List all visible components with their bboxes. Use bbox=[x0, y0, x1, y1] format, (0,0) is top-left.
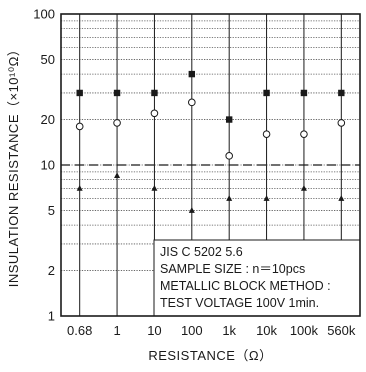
y-tick-label: 100 bbox=[33, 7, 55, 22]
y-tick-label: 5 bbox=[48, 203, 55, 218]
annotation-line-1: JIS C 5202 5.6 bbox=[160, 245, 243, 259]
square-marker bbox=[151, 89, 158, 97]
circle-marker bbox=[262, 130, 271, 138]
circle-marker bbox=[188, 98, 196, 107]
annotation: JIS C 5202 5.6 SAMPLE SIZE : n＝10pcs MET… bbox=[160, 245, 331, 310]
square-marker bbox=[263, 89, 270, 97]
x-tick-label: 560k bbox=[327, 323, 356, 338]
triangle-marker bbox=[263, 195, 270, 201]
y-tick-label: 20 bbox=[41, 112, 55, 127]
x-axis-label: RESISTANCE（Ω） bbox=[148, 348, 272, 363]
triangle-marker bbox=[76, 184, 83, 191]
triangle-marker bbox=[151, 184, 158, 191]
circle-marker bbox=[75, 122, 84, 131]
y-tick-label: 2 bbox=[48, 263, 55, 278]
triangle-marker bbox=[188, 207, 195, 213]
square-marker bbox=[113, 89, 121, 97]
square-marker bbox=[76, 89, 83, 97]
data-markers bbox=[75, 70, 346, 213]
plot-frame bbox=[60, 13, 361, 317]
circle-marker bbox=[300, 130, 308, 138]
annotation-line-3: METALLIC BLOCK METHOD : bbox=[160, 279, 331, 293]
circle-marker bbox=[113, 119, 121, 127]
circle-marker bbox=[150, 109, 159, 118]
y-axis-label: INSULATION RESISTANCE（×10¹⁰Ω） bbox=[6, 43, 21, 288]
x-tick-label: 0.68 bbox=[67, 323, 92, 338]
square-marker bbox=[300, 89, 308, 97]
x-tick-label: 1k bbox=[222, 323, 236, 338]
x-tick-label: 100 bbox=[181, 323, 203, 338]
triangle-marker bbox=[226, 195, 233, 201]
y-tick-labels: 1 2 5 10 20 50 100 bbox=[33, 7, 55, 324]
annotation-box bbox=[153, 239, 361, 317]
x-tick-labels: 0.68 1 10 100 1k 10k 100k 560k bbox=[67, 323, 356, 338]
annotation-line-2: SAMPLE SIZE : n＝10pcs bbox=[160, 262, 305, 276]
triangle-marker bbox=[300, 184, 307, 191]
x-tick-label: 10 bbox=[147, 323, 161, 338]
y-tick-label: 50 bbox=[41, 52, 55, 67]
grid bbox=[61, 20, 360, 271]
circle-marker bbox=[225, 152, 233, 160]
y-tick-label: 1 bbox=[48, 309, 55, 324]
square-marker bbox=[188, 70, 196, 78]
y-tick-label: 10 bbox=[41, 158, 55, 173]
square-marker bbox=[225, 116, 233, 123]
x-tick-label: 10k bbox=[256, 323, 277, 338]
triangle-marker bbox=[114, 172, 121, 179]
square-marker bbox=[338, 89, 345, 97]
triangle-marker bbox=[338, 195, 345, 201]
annotation-line-4: TEST VOLTAGE 100V 1min. bbox=[160, 296, 319, 310]
x-tick-label: 100k bbox=[290, 323, 319, 338]
x-tick-label: 1 bbox=[113, 323, 120, 338]
circle-marker bbox=[337, 119, 346, 127]
